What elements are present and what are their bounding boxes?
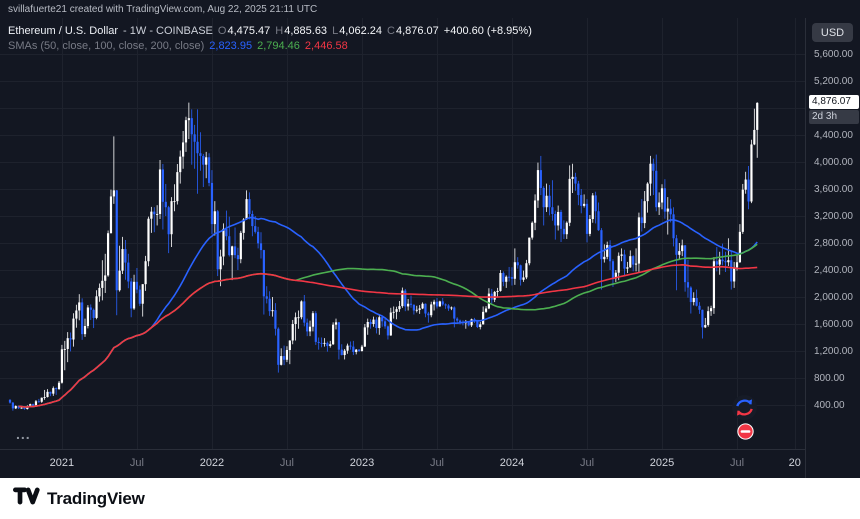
time-axis-year-label: 2025 <box>649 457 675 469</box>
price-axis-label: 800.00 <box>814 373 845 384</box>
price-axis-label: 2,800.00 <box>814 238 853 249</box>
high-value: H 4,885.63 <box>275 24 328 37</box>
footer: TradingView <box>0 478 860 519</box>
attribution-bar: svillafuerte21 created with TradingView.… <box>0 0 860 18</box>
time-axis-month-label: Jul <box>729 457 745 469</box>
price-axis-label: 5,200.00 <box>814 76 853 87</box>
main-series-legend-row: Ethereum / U.S. Dollar - 1W - COINBASE O… <box>8 23 532 38</box>
sma-indicator-label[interactable]: SMAs (50, close, 100, close, 200, close) <box>8 39 205 52</box>
time-axis-year-label: 2021 <box>49 457 75 469</box>
time-axis-month-label: Jul <box>279 457 294 469</box>
last-price-value: 4,876.07 <box>809 94 859 109</box>
price-axis-label: 1,200.00 <box>814 346 853 357</box>
price-axis-label: 3,200.00 <box>814 211 853 222</box>
time-axis-month-label: Jul <box>579 457 595 469</box>
price-axis-label: 4,000.00 <box>814 157 853 168</box>
price-axis[interactable]: USD 4,876.07 2d 3h 5,600.00 5,200.00 4,400… <box>805 18 860 478</box>
time-axis-year-label: 2022 <box>199 457 225 469</box>
chart-legend: Ethereum / U.S. Dollar - 1W - COINBASE O… <box>8 23 532 53</box>
sma-50-value: 2,823.95 <box>209 39 253 52</box>
no-entry-sticker-icon[interactable] <box>737 423 754 440</box>
time-axis-month-label: Jul <box>429 457 444 469</box>
open-value: O 4,475.47 <box>217 24 271 37</box>
price-axis-label: 2,400.00 <box>814 265 853 276</box>
time-axis-month-label: Jul <box>129 457 144 469</box>
attribution-text: svillafuerte21 created with TradingView.… <box>8 3 318 15</box>
sma-200-value: 2,446.58 <box>304 39 348 52</box>
price-axis-label: 2,000.00 <box>814 292 853 303</box>
price-axis-label: 400.00 <box>814 400 845 411</box>
bar-countdown: 2d 3h <box>809 109 859 124</box>
close-value: C 4,876.07 <box>387 24 439 37</box>
time-axis-year-label: 20 <box>788 457 801 469</box>
price-chart-canvas[interactable] <box>0 18 805 450</box>
chart-container: Ethereum / U.S. Dollar - 1W - COINBASE O… <box>0 18 860 478</box>
change-value: +400.60 (+8.95%) <box>443 24 532 37</box>
price-axis-label: 4,400.00 <box>814 130 853 141</box>
symbol-title[interactable]: Ethereum / U.S. Dollar <box>8 24 119 37</box>
legend-overflow-ellipsis[interactable]: ... <box>16 426 31 442</box>
time-axis-year-label: 2024 <box>499 457 525 469</box>
tradingview-wordmark[interactable]: TradingView <box>47 488 145 508</box>
symbol-meta: - 1W - COINBASE <box>123 24 213 37</box>
time-axis[interactable]: 2021 Jul 2022 Jul 2023 Jul 2024 Jul 2025 Jul 20 <box>0 449 860 478</box>
currency-toggle-button[interactable]: USD <box>812 23 853 42</box>
refresh-arrows-sticker-icon[interactable] <box>731 394 758 421</box>
time-axis-year-label: 2023 <box>349 457 375 469</box>
price-axis-label: 1,600.00 <box>814 319 853 330</box>
price-axis-label: 5,600.00 <box>814 49 853 60</box>
last-price-label: 4,876.07 2d 3h <box>809 94 859 124</box>
sma-100-value: 2,794.46 <box>257 39 300 52</box>
sma-legend-row: SMAs (50, close, 100, close, 200, close)… <box>8 38 532 53</box>
tradingview-logo-icon[interactable] <box>13 487 40 510</box>
low-value: L 4,062.24 <box>332 24 383 37</box>
price-axis-label: 3,600.00 <box>814 184 853 195</box>
